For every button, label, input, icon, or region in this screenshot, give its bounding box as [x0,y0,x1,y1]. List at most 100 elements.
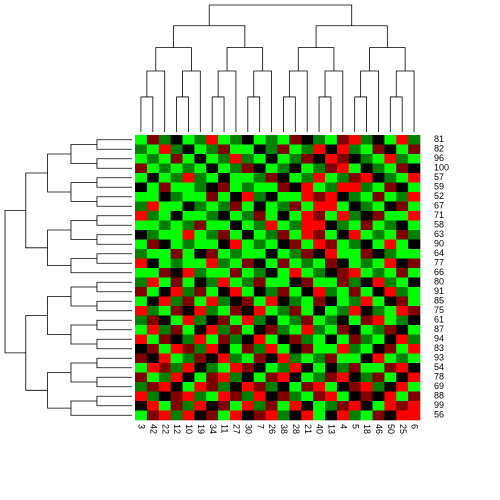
heatmap-cell [265,135,278,145]
heatmap-cell [170,353,183,364]
heatmap-cell [384,410,397,421]
heatmap-cell [158,277,171,288]
dendrogram-branch [283,96,296,132]
heatmap-cell [182,182,195,193]
heatmap-cell [396,154,409,164]
heatmap-cell [325,230,338,240]
heatmap-cell [218,258,231,269]
heatmap-cell [384,287,397,297]
heatmap-cell [336,306,350,316]
heatmap-cell [158,144,171,155]
heatmap-cell [396,353,409,364]
heatmap-cell [396,135,409,145]
heatmap-cell [230,182,243,193]
heatmap-cell [325,192,338,202]
heatmap-cell [348,154,361,164]
heatmap-cell [277,334,290,345]
heatmap-cell [301,135,314,145]
heatmap-cell [384,391,397,402]
heatmap-cell [277,287,290,297]
heatmap-cell [372,410,385,421]
heatmap-cell [170,410,183,421]
heatmap-cell [241,344,255,354]
dendrograms [4,4,415,416]
heatmap-cell [396,372,409,383]
heatmap-cell [194,334,207,345]
heatmap-cell [325,135,338,145]
heatmap-cell [230,201,243,212]
heatmap-cell [289,296,302,307]
heatmap-cell [408,192,421,202]
heatmap-cell [194,344,207,354]
heatmap-cell [372,144,385,155]
heatmap-cell [348,182,361,193]
heatmap-cell [265,249,278,259]
heatmap-cell [135,353,148,364]
heatmap-cell [170,135,183,145]
heatmap-cell [170,182,183,193]
heatmap-cell [348,382,361,392]
heatmap-cell [348,201,361,212]
column-label: 21 [303,424,313,434]
heatmap-cell [301,268,314,278]
heatmap-cell [301,258,314,269]
heatmap-cell [135,363,148,373]
heatmap-cell [146,344,160,354]
heatmap-cell [360,220,373,231]
heatmap-cell [146,401,160,411]
heatmap-cell [289,163,302,174]
heatmap-cell [170,315,183,326]
heatmap-cell [158,258,171,269]
heatmap-cell [135,192,148,202]
heatmap-cell [206,163,219,174]
heatmap-cell [408,363,421,373]
heatmap-cell [265,239,278,250]
heatmap-cell [408,258,421,269]
heatmap-cell [348,410,361,421]
heatmap-cell [360,230,373,240]
heatmap-cell [170,239,183,250]
heatmap-cell [158,135,171,145]
row-label: 99 [434,400,444,410]
heatmap-cell [218,315,231,326]
heatmap-cell [396,249,409,259]
heatmap-cell [230,220,243,231]
heatmap-cell [360,135,373,145]
heatmap-cell [135,391,148,402]
heatmap-cell [313,372,326,383]
heatmap-cell [277,173,290,183]
dendrogram-branch [4,210,26,354]
heatmap-cell [384,230,397,240]
heatmap-cell [396,201,409,212]
heatmap-cell [384,277,397,288]
heatmap-cell [336,230,350,240]
heatmap-cell [182,325,195,335]
heatmap-cell [135,211,148,221]
heatmap-cell [170,306,183,316]
heatmap-cell [135,382,148,392]
heatmap-cell [158,201,171,212]
heatmap-cell [206,344,219,354]
heatmap-cell [289,201,302,212]
heatmap-cell [325,249,338,259]
dendrogram-branch [96,376,132,388]
heatmap-cell [336,334,350,345]
heatmap-cell [206,135,219,145]
column-label: 6 [410,424,420,429]
heatmap-cell [289,239,302,250]
heatmap-cell [182,154,195,164]
heatmap-cell [313,163,326,174]
heatmap-cell [253,211,266,221]
heatmap-cell [194,230,207,240]
heatmap-cell [384,220,397,231]
heatmap-cell [301,182,314,193]
heatmap-cell [182,334,195,345]
heatmap-cell [182,353,195,364]
heatmap-cell [313,249,326,259]
heatmap-cell [325,258,338,269]
heatmap-cell [396,410,409,421]
heatmap-cell [206,230,219,240]
heatmap-cell [408,353,421,364]
heatmap-cell [408,182,421,193]
heatmap-cell [396,296,409,307]
